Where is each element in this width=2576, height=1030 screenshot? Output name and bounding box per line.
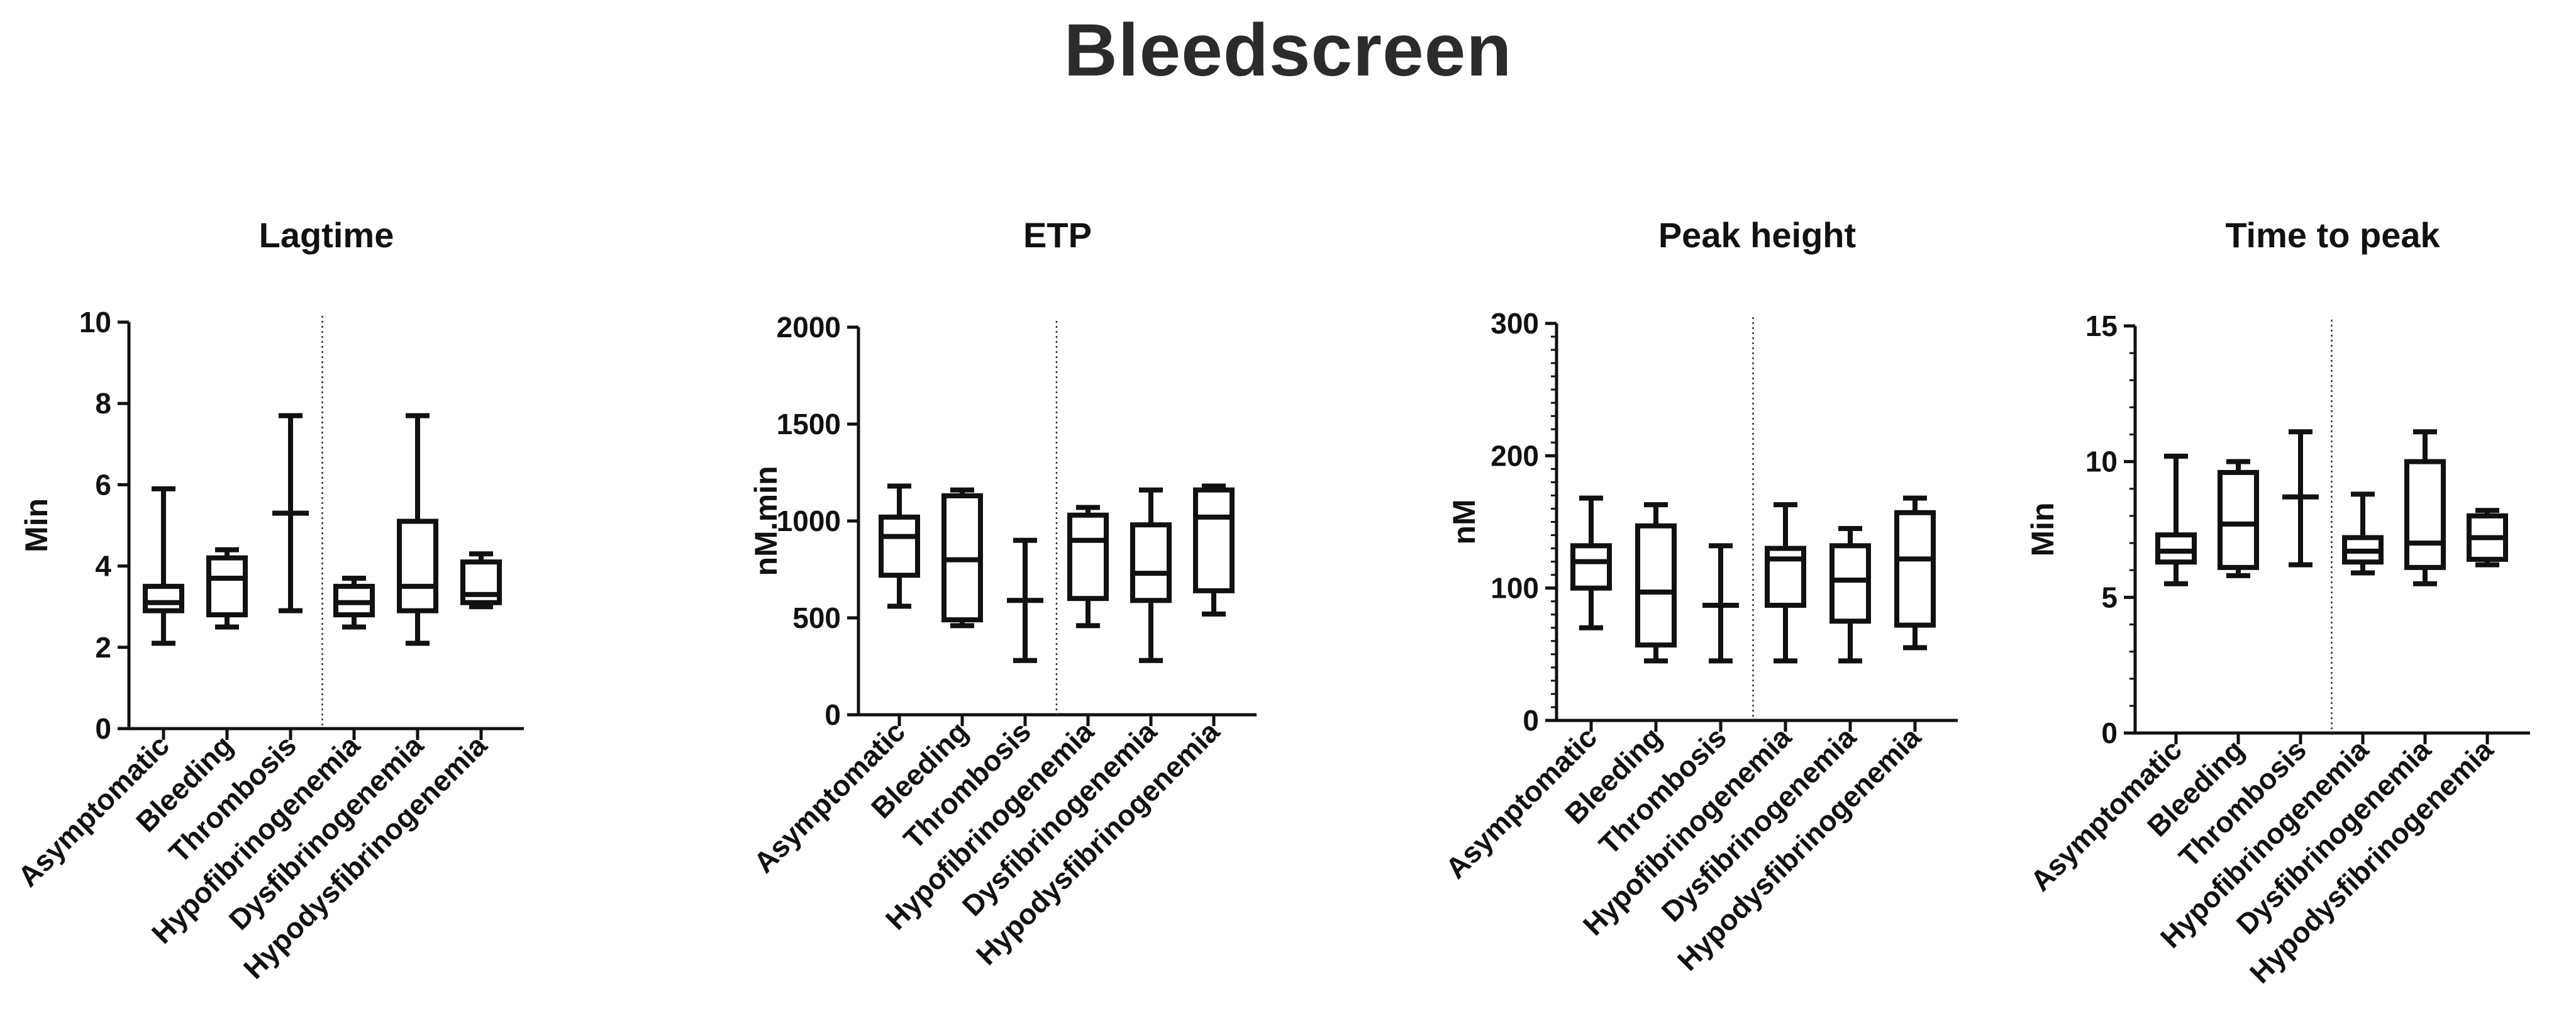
y-tick-label: 300 (1491, 307, 1539, 340)
panel-title: ETP (1023, 215, 1092, 255)
panel-title: Peak height (1658, 215, 1856, 255)
y-tick-label: 10 (2085, 445, 2118, 478)
box-iqr (2404, 459, 2446, 570)
box-hypodysfibrinogenemia (1193, 483, 1235, 617)
y-tick-label: 1500 (777, 408, 841, 440)
panel-time-to-peak: Time to peakMin051015AsymptomaticBleedin… (2024, 215, 2530, 990)
box-asymptomatic (2155, 454, 2197, 586)
box-dysfibrinogenemia (2404, 429, 2446, 586)
box-thrombosis (2282, 429, 2319, 568)
y-tick-label: 0 (2101, 717, 2118, 749)
box-iqr (2218, 469, 2259, 570)
box-hypodysfibrinogenemia (1894, 495, 1936, 651)
y-tick-label: 1000 (777, 505, 841, 537)
box-dysfibrinogenemia (1829, 526, 1871, 664)
box-bleeding (1635, 502, 1677, 664)
box-iqr (1635, 523, 1677, 648)
box-hypodysfibrinogenemia (2467, 508, 2508, 568)
box-thrombosis (1007, 537, 1043, 663)
y-tick-label: 2000 (777, 311, 841, 344)
y-tick-label: 5 (2101, 581, 2118, 613)
y-axis-label: Min (19, 498, 54, 552)
box-iqr (1894, 510, 1936, 628)
y-tick-label: 6 (95, 468, 111, 501)
box-iqr (206, 555, 248, 618)
y-tick-label: 100 (1491, 572, 1539, 605)
box-hypofibrinogenemia (1765, 502, 1806, 664)
box-iqr (397, 518, 438, 613)
y-axis-label: Min (2025, 502, 2060, 556)
y-tick-label: 10 (79, 306, 111, 339)
y-axis-label: nM (1446, 499, 1482, 544)
box-hypofibrinogenemia (2342, 491, 2384, 576)
box-hypodysfibrinogenemia (460, 551, 502, 610)
box-hypofibrinogenemia (1067, 505, 1109, 629)
box-bleeding (2218, 459, 2259, 578)
box-iqr (1067, 512, 1109, 602)
panel-title: Lagtime (259, 215, 394, 255)
box-asymptomatic (1570, 495, 1612, 630)
y-tick-label: 0 (824, 698, 841, 731)
box-iqr (143, 583, 184, 613)
y-tick-label: 4 (95, 550, 111, 583)
box-iqr (1829, 543, 1871, 624)
y-tick-label: 0 (95, 712, 111, 745)
y-tick-label: 2 (95, 631, 111, 664)
panel-title: Time to peak (2225, 215, 2440, 255)
box-dysfibrinogenemia (397, 413, 438, 646)
box-asymptomatic (143, 486, 184, 646)
y-tick-label: 8 (95, 387, 111, 420)
box-iqr (2155, 532, 2197, 565)
box-iqr (1130, 522, 1172, 603)
figure-title: Bleedscreen (1063, 9, 1513, 92)
y-tick-label: 200 (1491, 439, 1539, 472)
box-iqr (1570, 543, 1612, 591)
box-thrombosis (1702, 543, 1739, 664)
box-iqr (879, 514, 920, 578)
box-hypofibrinogenemia (333, 575, 375, 630)
panel-lagtime: LagtimeMin0246810AsymptomaticBleedingThr… (11, 215, 524, 985)
y-axis-label: nM.min (748, 466, 784, 576)
box-thrombosis (272, 413, 309, 613)
panel-etp: ETPnM.min0500100015002000AsymptomaticBle… (747, 215, 1257, 971)
box-dysfibrinogenemia (1130, 487, 1172, 663)
box-bleeding (206, 547, 248, 630)
y-tick-label: 500 (792, 602, 841, 634)
box-asymptomatic (879, 483, 920, 609)
box-bleeding (941, 487, 983, 629)
y-tick-label: 0 (1523, 704, 1539, 737)
panel-peak-height: Peak heightnM0100200300AsymptomaticBleed… (1439, 215, 1958, 977)
box-iqr (1193, 487, 1235, 593)
y-tick-label: 15 (2085, 310, 2118, 342)
